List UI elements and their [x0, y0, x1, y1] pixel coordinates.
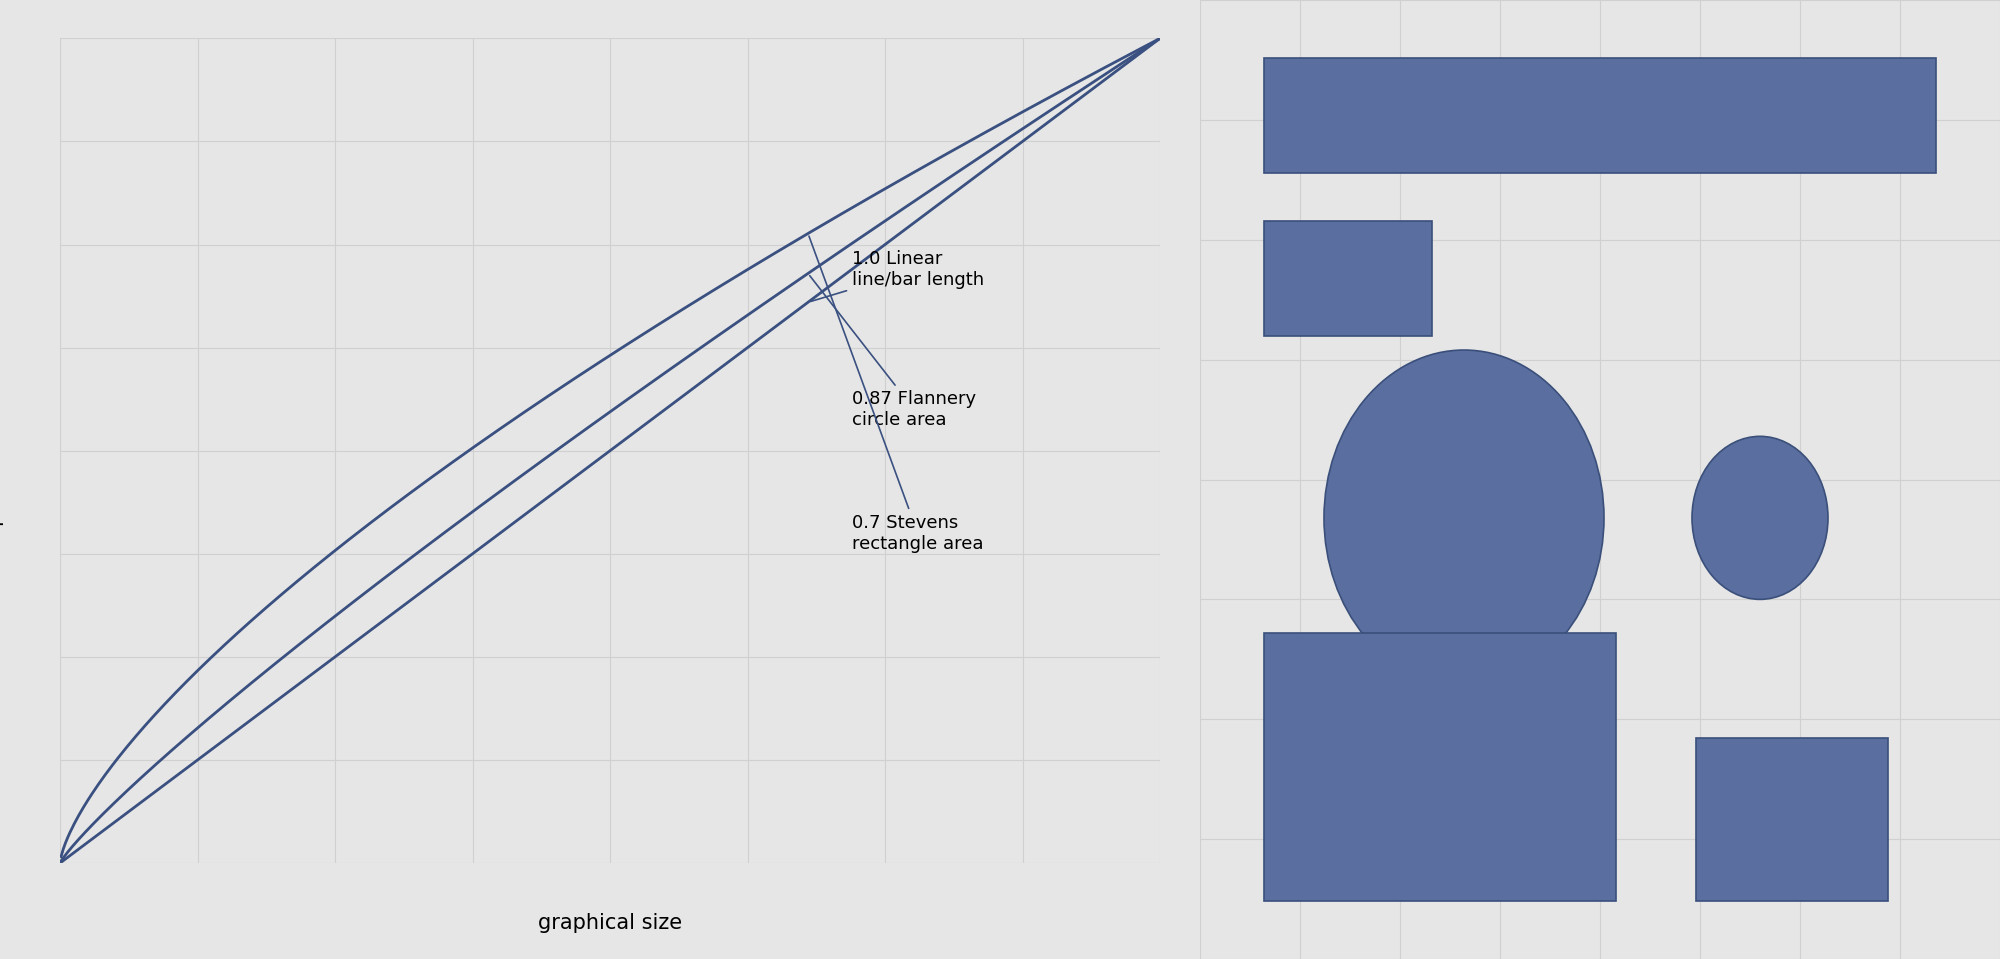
Bar: [1264, 633, 1616, 901]
Circle shape: [1692, 436, 1828, 599]
Circle shape: [1324, 350, 1604, 686]
Text: 1.0 Linear
line/bar length: 1.0 Linear line/bar length: [810, 250, 984, 301]
Text: 0.7 Stevens
rectangle area: 0.7 Stevens rectangle area: [808, 236, 984, 552]
Text: perceived size: perceived size: [0, 376, 4, 526]
Bar: [1264, 221, 1432, 336]
Bar: [1264, 58, 1936, 173]
Text: 0.87 Flannery
circle area: 0.87 Flannery circle area: [810, 275, 976, 429]
Text: graphical size: graphical size: [538, 913, 682, 932]
Bar: [1696, 738, 1888, 901]
